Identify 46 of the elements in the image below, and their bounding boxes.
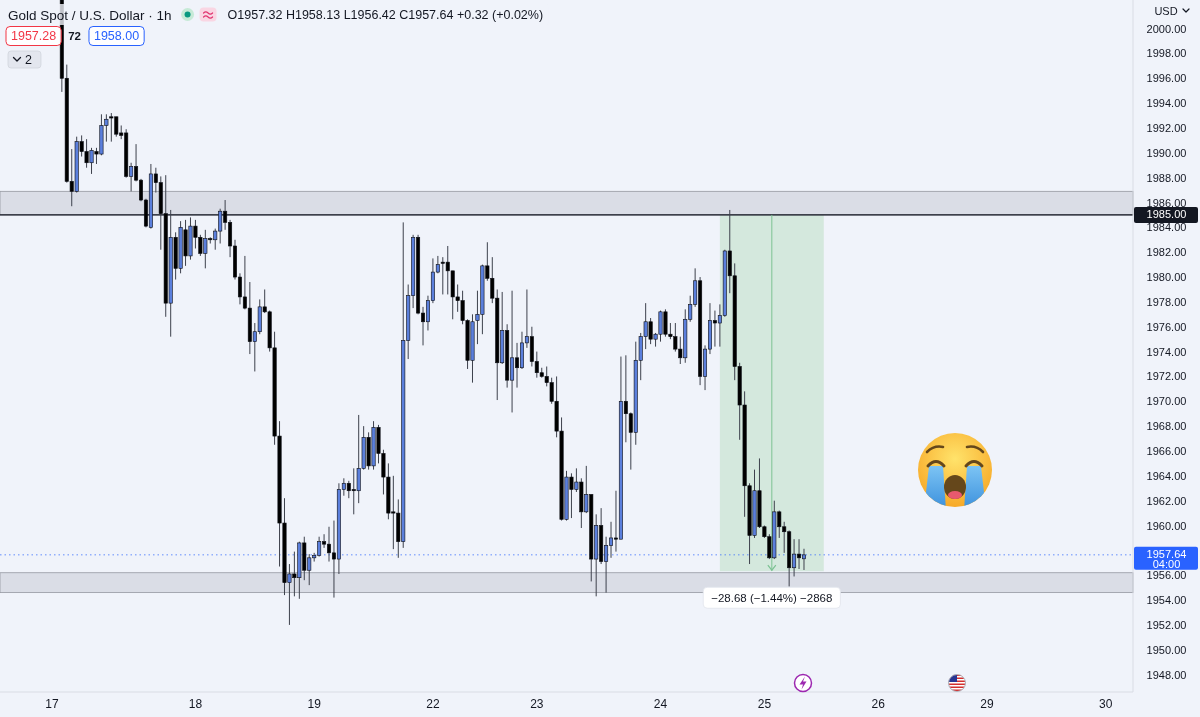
y-tick-label: 1952.00 [1146, 618, 1187, 631]
y-tick-label: 1996.00 [1146, 72, 1187, 85]
annotation: −28.68 (−1.44%) −2868 [711, 591, 833, 604]
text: O1957.32 H1958.13 L1956.42 C1957.64 +0.32 (+0.02%) [227, 7, 544, 22]
ref-line-label: 1985.00 [1146, 208, 1187, 221]
x-tick-label: 17 [45, 697, 59, 711]
annotation: 72 [68, 30, 81, 42]
annotation: 2 [25, 52, 32, 67]
y-tick-label: 1992.00 [1146, 121, 1187, 134]
annotation: 1957.28 [11, 29, 57, 43]
y-axis-title: USD [1154, 5, 1178, 17]
y-tick-label: 1954.00 [1146, 594, 1187, 607]
y-tick-label: 1980.00 [1146, 271, 1187, 284]
annotation: 1958.00 [93, 29, 140, 43]
y-tick-label: 1956.00 [1146, 569, 1187, 582]
y-tick-label: 1990.00 [1146, 146, 1187, 159]
y-tick-label: 1984.00 [1146, 221, 1187, 234]
y-tick-label: 1994.00 [1146, 97, 1187, 110]
x-tick-label: 29 [980, 697, 995, 711]
y-tick-label: 1950.00 [1146, 643, 1187, 656]
y-tick-label: 1960.00 [1146, 519, 1187, 532]
x-tick-label: 24 [653, 697, 668, 711]
y-tick-label: 1970.00 [1146, 395, 1187, 408]
y-tick-label: 1998.00 [1146, 47, 1187, 60]
ref-line-label: 1957.64 04:00 [1146, 548, 1187, 571]
x-tick-label: 22 [426, 697, 440, 711]
y-tick-label: 1982.00 [1146, 246, 1187, 259]
y-tick-label: 1972.00 [1146, 370, 1187, 383]
y-tick-label: 1948.00 [1146, 668, 1187, 681]
x-tick-label: 19 [307, 697, 322, 711]
y-tick-label: 1974.00 [1146, 345, 1187, 358]
text: Gold Spot / U.S. Dollar · 1h [8, 7, 172, 22]
y-tick-label: 1978.00 [1146, 295, 1187, 308]
y-tick-label: 1962.00 [1146, 494, 1187, 507]
y-tick-label: 1986.00 [1146, 196, 1187, 209]
y-tick-label: 1988.00 [1146, 171, 1187, 184]
y-tick-label: 2000.00 [1146, 22, 1187, 35]
x-tick-label: 18 [188, 697, 203, 711]
x-tick-label: 26 [871, 697, 886, 711]
y-tick-label: 1964.00 [1146, 469, 1187, 482]
y-tick-label: 1968.00 [1146, 420, 1187, 433]
x-tick-label: 25 [757, 697, 772, 711]
y-tick-label: 1966.00 [1146, 444, 1187, 457]
y-tick-label: 1976.00 [1146, 320, 1187, 333]
x-tick-label: 30 [1099, 697, 1113, 711]
x-tick-label: 23 [530, 697, 544, 711]
